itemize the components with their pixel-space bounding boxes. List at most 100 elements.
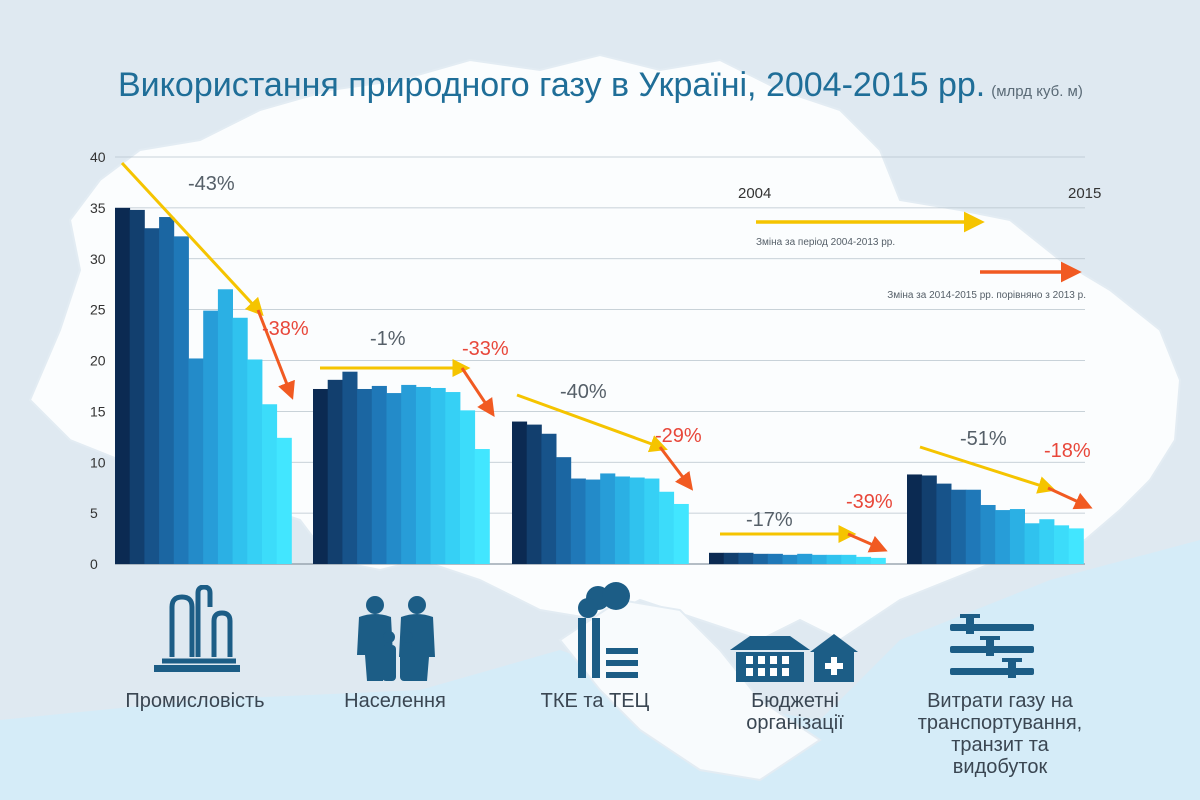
change-label-2004-2013: -40% <box>560 381 607 403</box>
bar <box>1039 519 1055 564</box>
y-axis-ticks: 0 5 10 15 20 25 30 35 40 <box>90 149 106 572</box>
power-plant-icon <box>578 582 638 678</box>
bar <box>951 489 967 564</box>
bar <box>659 491 675 564</box>
y-tick-label: 30 <box>90 251 106 267</box>
category-label-transport: Витрати газу на транспортування, транзит… <box>917 690 1083 778</box>
bar <box>556 457 572 564</box>
bar <box>217 289 233 564</box>
bar <box>965 489 981 564</box>
change-label-2014-2015: -38% <box>262 318 309 340</box>
bar <box>129 209 145 564</box>
y-tick-label: 35 <box>90 200 106 216</box>
change-arrow-2014-2015 <box>658 446 694 491</box>
bar <box>430 387 446 564</box>
change-arrow-2004-2013 <box>516 393 668 453</box>
y-tick-label: 25 <box>90 302 106 318</box>
bar <box>811 554 827 564</box>
legend-end-year: 2015 <box>1068 185 1101 202</box>
bar <box>144 228 160 564</box>
y-tick-label: 10 <box>90 454 106 470</box>
bar <box>614 476 630 564</box>
change-arrow-2014-2015 <box>847 532 888 553</box>
chart-title: Використання природного газу в Україні, … <box>118 66 1083 105</box>
bar <box>767 553 783 564</box>
bar <box>1009 509 1025 564</box>
change-arrow-2004-2013 <box>120 161 264 317</box>
bar <box>474 449 490 564</box>
bar <box>232 317 248 564</box>
bar <box>460 410 476 564</box>
legend-yellow-label: Зміна за період 2004-2013 рр. <box>756 237 895 248</box>
bar <box>342 371 358 564</box>
change-label-2014-2015: -29% <box>655 425 702 447</box>
bar <box>980 504 996 564</box>
y-tick-label: 40 <box>90 149 106 165</box>
bar <box>1054 525 1070 564</box>
category-label-industry: Промисловість <box>125 690 265 712</box>
bar <box>921 475 937 564</box>
category-label-heat-power: ТКЕ та ТЕЦ <box>540 690 650 712</box>
bar <box>386 393 402 564</box>
bar <box>1068 528 1084 564</box>
bar <box>327 379 343 564</box>
pipeline-icon <box>950 614 1034 678</box>
bars-layer <box>115 207 1084 565</box>
bar <box>401 384 417 564</box>
title-unit: (млрд куб. м) <box>991 83 1083 100</box>
y-tick-label: 20 <box>90 353 106 369</box>
bar <box>723 552 739 564</box>
public-buildings-icon <box>730 634 858 682</box>
y-tick-label: 0 <box>90 556 98 572</box>
bar <box>371 385 387 564</box>
change-label-2004-2013: -17% <box>746 509 793 531</box>
bar <box>907 474 923 564</box>
legend: 2004 2015 Зміна за період 2004-2013 рр. Змі… <box>738 185 1101 301</box>
change-arrow-2014-2015 <box>256 309 295 400</box>
bar <box>585 479 601 564</box>
bar <box>276 437 292 564</box>
change-label-2014-2015: -33% <box>462 338 509 360</box>
bar <box>188 358 204 564</box>
bar <box>936 483 952 564</box>
bar <box>247 359 263 564</box>
bar <box>753 553 769 564</box>
bar <box>415 386 431 564</box>
bar <box>115 207 131 564</box>
bar <box>797 553 813 564</box>
bar <box>629 477 645 564</box>
bar <box>512 421 528 564</box>
change-arrow-2014-2015 <box>460 367 495 417</box>
bar <box>159 217 175 564</box>
change-label-2004-2013: -51% <box>960 428 1007 450</box>
bar <box>173 236 189 565</box>
bar <box>826 554 842 564</box>
bar <box>313 388 329 564</box>
bar <box>357 388 373 564</box>
bar <box>541 433 557 564</box>
bar <box>673 503 689 564</box>
change-label-2014-2015: -18% <box>1044 440 1091 462</box>
bar <box>841 554 857 564</box>
change-arrow-2004-2013 <box>919 445 1056 494</box>
bar <box>1024 523 1040 564</box>
bar <box>203 310 219 564</box>
title-text: Використання природного газу в Україні, … <box>118 66 986 104</box>
family-icon <box>357 596 435 681</box>
change-label-2004-2013: -1% <box>370 328 406 350</box>
y-tick-label: 15 <box>90 403 106 419</box>
bar <box>526 424 542 564</box>
bar <box>870 557 886 564</box>
bar <box>782 554 798 564</box>
change-arrow-2014-2015 <box>1047 486 1093 510</box>
bar <box>995 510 1011 564</box>
bar <box>570 478 586 564</box>
category-label-budget-orgs: Бюджетні організації <box>746 690 844 734</box>
change-arrows: -43% -38% -1% -33% -40% -29% -17% -39% -51% -18% <box>120 161 1093 553</box>
factory-icon <box>154 585 240 672</box>
change-label-2004-2013: -43% <box>188 173 235 195</box>
bar <box>709 552 725 564</box>
y-tick-label: 5 <box>90 505 98 521</box>
bar <box>738 552 754 564</box>
